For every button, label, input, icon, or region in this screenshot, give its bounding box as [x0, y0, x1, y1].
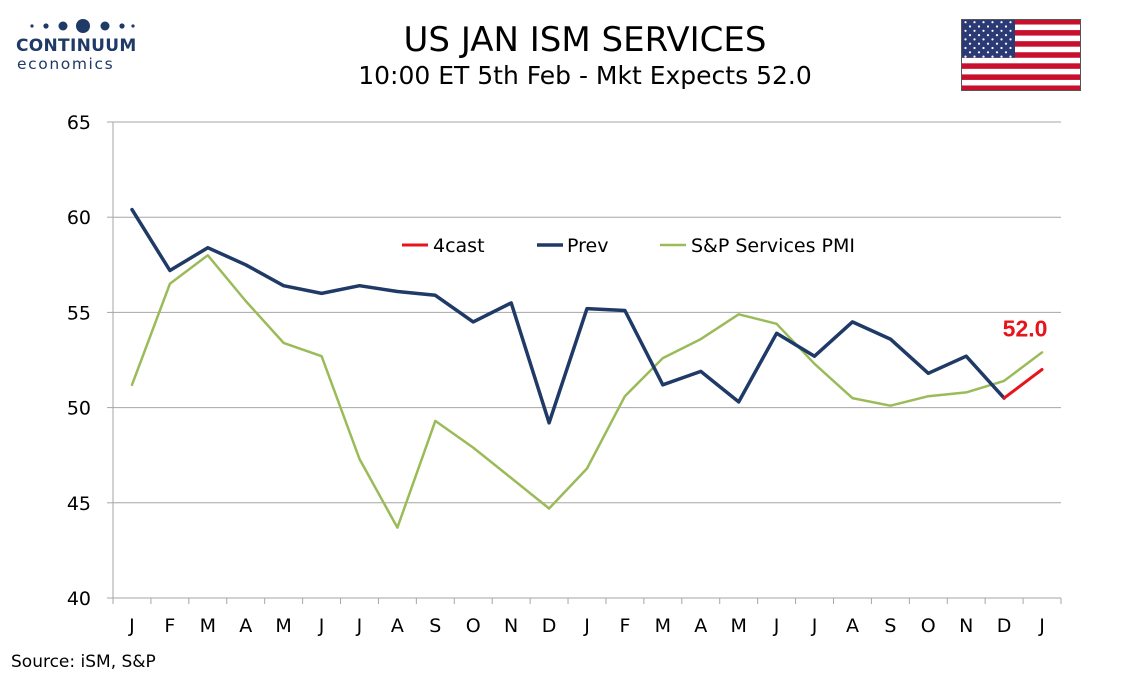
- axes: 40 45 50 55 60 65 J F M A M J J A S O N D J F M A M J J A S O N D J: [67, 112, 1062, 637]
- x-tick-label: M: [655, 615, 671, 637]
- legend: 4cast Prev S&P Services PMI: [402, 235, 855, 257]
- y-tick-label: 55: [67, 302, 91, 324]
- logo-brand-subtext: economics: [17, 55, 115, 73]
- x-tick-label: J: [318, 615, 325, 637]
- annotations: 52.0: [1003, 316, 1048, 342]
- logo-brand-text: CONTINUUM: [16, 36, 137, 56]
- x-tick-label: S: [429, 615, 441, 637]
- x-tick-label: F: [164, 615, 175, 637]
- x-tick-label: D: [542, 615, 557, 637]
- x-tick-label: J: [773, 615, 780, 637]
- x-tick-label: O: [466, 615, 481, 637]
- forecast-value-label: 52.0: [1003, 316, 1048, 342]
- x-tick-label: S: [884, 615, 896, 637]
- x-tick-label: O: [921, 615, 936, 637]
- legend-label: S&P Services PMI: [691, 235, 855, 257]
- x-tick-label: J: [811, 615, 818, 637]
- chart-subtitle: 10:00 ET 5th Feb - Mkt Expects 52.0: [358, 61, 812, 90]
- legend-label: Prev: [567, 235, 608, 257]
- x-tick-label: M: [275, 615, 291, 637]
- company-logo: CONTINUUM economics: [12, 14, 137, 76]
- series-line-prev: [130, 207, 1006, 425]
- us-flag-icon: [961, 19, 1081, 91]
- legend-label: 4cast: [433, 235, 485, 257]
- x-tick-label: J: [128, 615, 135, 637]
- x-tick-label: J: [583, 615, 590, 637]
- series-lines: [130, 207, 1044, 529]
- gridlines: [113, 121, 1061, 504]
- series-line-4cast: [1002, 368, 1044, 400]
- y-tick-label: 60: [67, 207, 91, 229]
- x-tick-label: J: [356, 615, 363, 637]
- x-tick-label: A: [391, 615, 404, 637]
- x-tick-label: A: [694, 615, 707, 637]
- chart-title: US JAN ISM SERVICES: [403, 20, 767, 60]
- x-tick-label: N: [959, 615, 973, 637]
- x-tick-label: M: [200, 615, 216, 637]
- x-tick-label: J: [1038, 615, 1045, 637]
- y-tick-label: 40: [67, 588, 91, 610]
- series-line-s-p-services-pmi: [130, 254, 1044, 529]
- y-tick-label: 50: [67, 398, 91, 420]
- x-tick-label: A: [239, 615, 252, 637]
- x-tick-label: F: [619, 615, 630, 637]
- y-tick-label: 45: [67, 493, 91, 515]
- y-tick-label: 65: [67, 112, 91, 134]
- x-tick-label: N: [504, 615, 518, 637]
- x-tick-label: A: [846, 615, 859, 637]
- source-note: Source: iSM, S&P: [11, 652, 156, 672]
- x-tick-label: M: [730, 615, 746, 637]
- x-tick-label: D: [997, 615, 1012, 637]
- logo-dots-icon: [30, 19, 135, 33]
